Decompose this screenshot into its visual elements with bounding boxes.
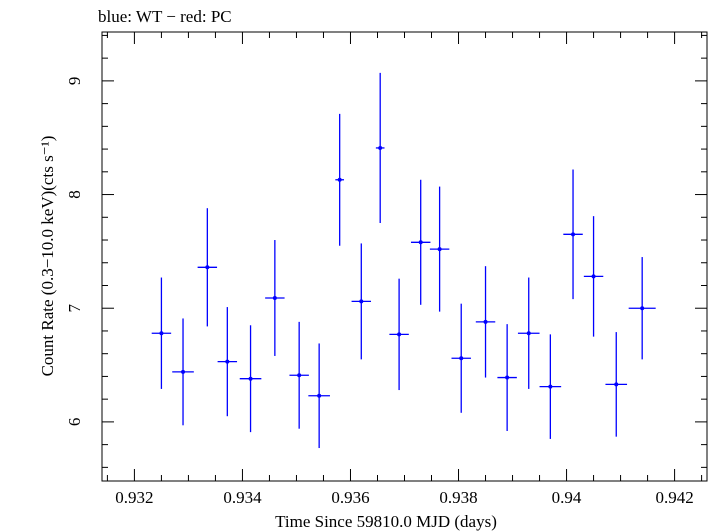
- x-tick-label: 0.932: [115, 488, 153, 507]
- data-point: [351, 243, 372, 360]
- data-point: [628, 257, 656, 360]
- data-point: [605, 332, 628, 437]
- data-marker: [205, 265, 210, 270]
- data-marker: [437, 247, 442, 252]
- data-marker: [548, 384, 553, 389]
- data-point: [239, 325, 262, 433]
- data-point: [265, 240, 285, 356]
- data-point: [517, 277, 540, 389]
- data-point: [172, 318, 194, 426]
- data-marker: [317, 393, 322, 398]
- data-point: [410, 179, 431, 305]
- data-point: [389, 278, 409, 391]
- data-point: [583, 216, 604, 337]
- data-marker: [640, 306, 645, 311]
- x-tick-label: 0.942: [655, 488, 693, 507]
- x-tick-label: 0.934: [223, 488, 262, 507]
- data-marker: [337, 177, 342, 182]
- x-tick-label: 0.938: [439, 488, 477, 507]
- data-series-wt: [151, 72, 656, 449]
- y-axis-label: Count Rate (0.3−10.0 keV)(cts s⁻¹): [38, 136, 57, 377]
- data-point: [497, 324, 517, 431]
- data-point: [375, 72, 385, 223]
- data-point: [308, 343, 330, 449]
- data-marker: [359, 299, 364, 304]
- data-marker: [159, 331, 164, 336]
- data-marker: [248, 376, 253, 381]
- data-point: [429, 186, 450, 312]
- data-marker: [272, 295, 277, 300]
- data-point: [151, 277, 172, 389]
- data-marker: [418, 240, 423, 245]
- data-point: [451, 303, 471, 413]
- data-marker: [378, 145, 383, 150]
- data-point: [289, 321, 309, 429]
- x-tick-label: 0.94: [552, 488, 582, 507]
- data-point: [539, 334, 562, 439]
- data-point: [475, 266, 496, 378]
- y-axis: 6 7 8 9: [65, 34, 707, 468]
- data-marker: [297, 373, 302, 378]
- data-marker: [505, 375, 510, 380]
- data-point: [335, 113, 344, 246]
- data-point: [563, 169, 583, 300]
- data-marker: [614, 382, 619, 387]
- data-marker: [526, 331, 531, 336]
- data-marker: [181, 369, 186, 374]
- data-marker: [483, 319, 488, 324]
- data-marker: [225, 359, 230, 364]
- data-point: [197, 208, 218, 327]
- x-tick-label: 0.936: [331, 488, 369, 507]
- y-tick-label: 8: [65, 190, 84, 199]
- x-axis-label: Time Since 59810.0 MJD (days): [275, 512, 497, 531]
- x-axis: 0.932 0.934 0.936 0.938 0.94 0.942: [106, 32, 703, 507]
- data-marker: [591, 274, 596, 279]
- data-marker: [397, 332, 402, 337]
- data-marker: [571, 232, 576, 237]
- y-tick-label: 6: [65, 418, 84, 427]
- data-marker: [459, 356, 464, 361]
- y-tick-label: 7: [65, 303, 84, 312]
- chart-title: blue: WT − red: PC: [98, 7, 232, 26]
- y-tick-label: 9: [65, 77, 84, 86]
- data-point: [217, 307, 238, 417]
